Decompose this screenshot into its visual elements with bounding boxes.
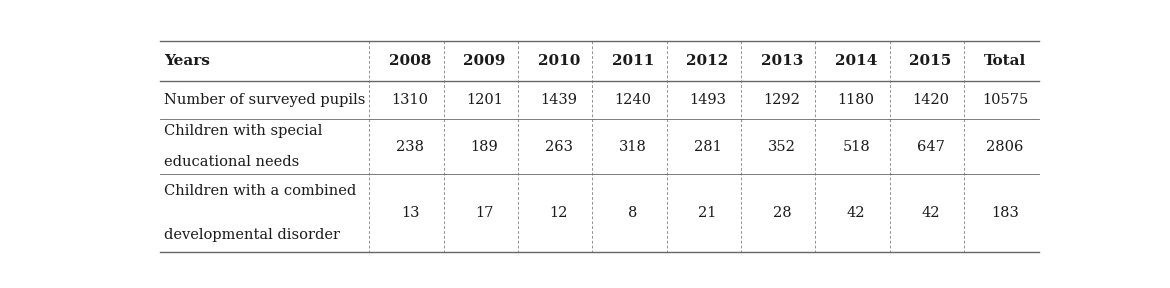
Text: 238: 238 xyxy=(397,140,424,154)
Text: Total: Total xyxy=(984,54,1026,68)
Text: 518: 518 xyxy=(842,140,870,154)
Text: 1201: 1201 xyxy=(466,93,503,107)
Text: 263: 263 xyxy=(545,140,573,154)
Text: 2012: 2012 xyxy=(687,54,729,68)
Text: Children with special: Children with special xyxy=(164,124,323,138)
Text: Children with a combined: Children with a combined xyxy=(164,184,357,198)
Text: 13: 13 xyxy=(401,206,419,220)
Text: 21: 21 xyxy=(698,206,717,220)
Text: Years: Years xyxy=(164,54,211,68)
Text: 2014: 2014 xyxy=(835,54,878,68)
Text: Number of surveyed pupils: Number of surveyed pupils xyxy=(164,93,366,107)
Text: 10575: 10575 xyxy=(982,93,1028,107)
Text: 1439: 1439 xyxy=(541,93,577,107)
Text: 183: 183 xyxy=(991,206,1019,220)
Text: 2015: 2015 xyxy=(909,54,951,68)
Text: 28: 28 xyxy=(772,206,791,220)
Text: 281: 281 xyxy=(694,140,722,154)
Text: 647: 647 xyxy=(916,140,944,154)
Text: 352: 352 xyxy=(768,140,796,154)
Text: 42: 42 xyxy=(847,206,866,220)
Text: 2806: 2806 xyxy=(986,140,1024,154)
Text: 2013: 2013 xyxy=(760,54,803,68)
Text: developmental disorder: developmental disorder xyxy=(164,228,340,242)
Text: 318: 318 xyxy=(619,140,647,154)
Text: 2008: 2008 xyxy=(388,54,432,68)
Text: 2011: 2011 xyxy=(612,54,654,68)
Text: 17: 17 xyxy=(475,206,494,220)
Text: 2009: 2009 xyxy=(463,54,505,68)
Text: 2010: 2010 xyxy=(538,54,580,68)
Text: 1180: 1180 xyxy=(838,93,875,107)
Text: 12: 12 xyxy=(550,206,567,220)
Text: 42: 42 xyxy=(921,206,940,220)
Text: educational needs: educational needs xyxy=(164,155,300,169)
Text: 1292: 1292 xyxy=(764,93,800,107)
Text: 1493: 1493 xyxy=(689,93,727,107)
Text: 1420: 1420 xyxy=(913,93,949,107)
Text: 1240: 1240 xyxy=(614,93,652,107)
Text: 189: 189 xyxy=(470,140,498,154)
Text: 1310: 1310 xyxy=(392,93,428,107)
Text: 8: 8 xyxy=(628,206,638,220)
